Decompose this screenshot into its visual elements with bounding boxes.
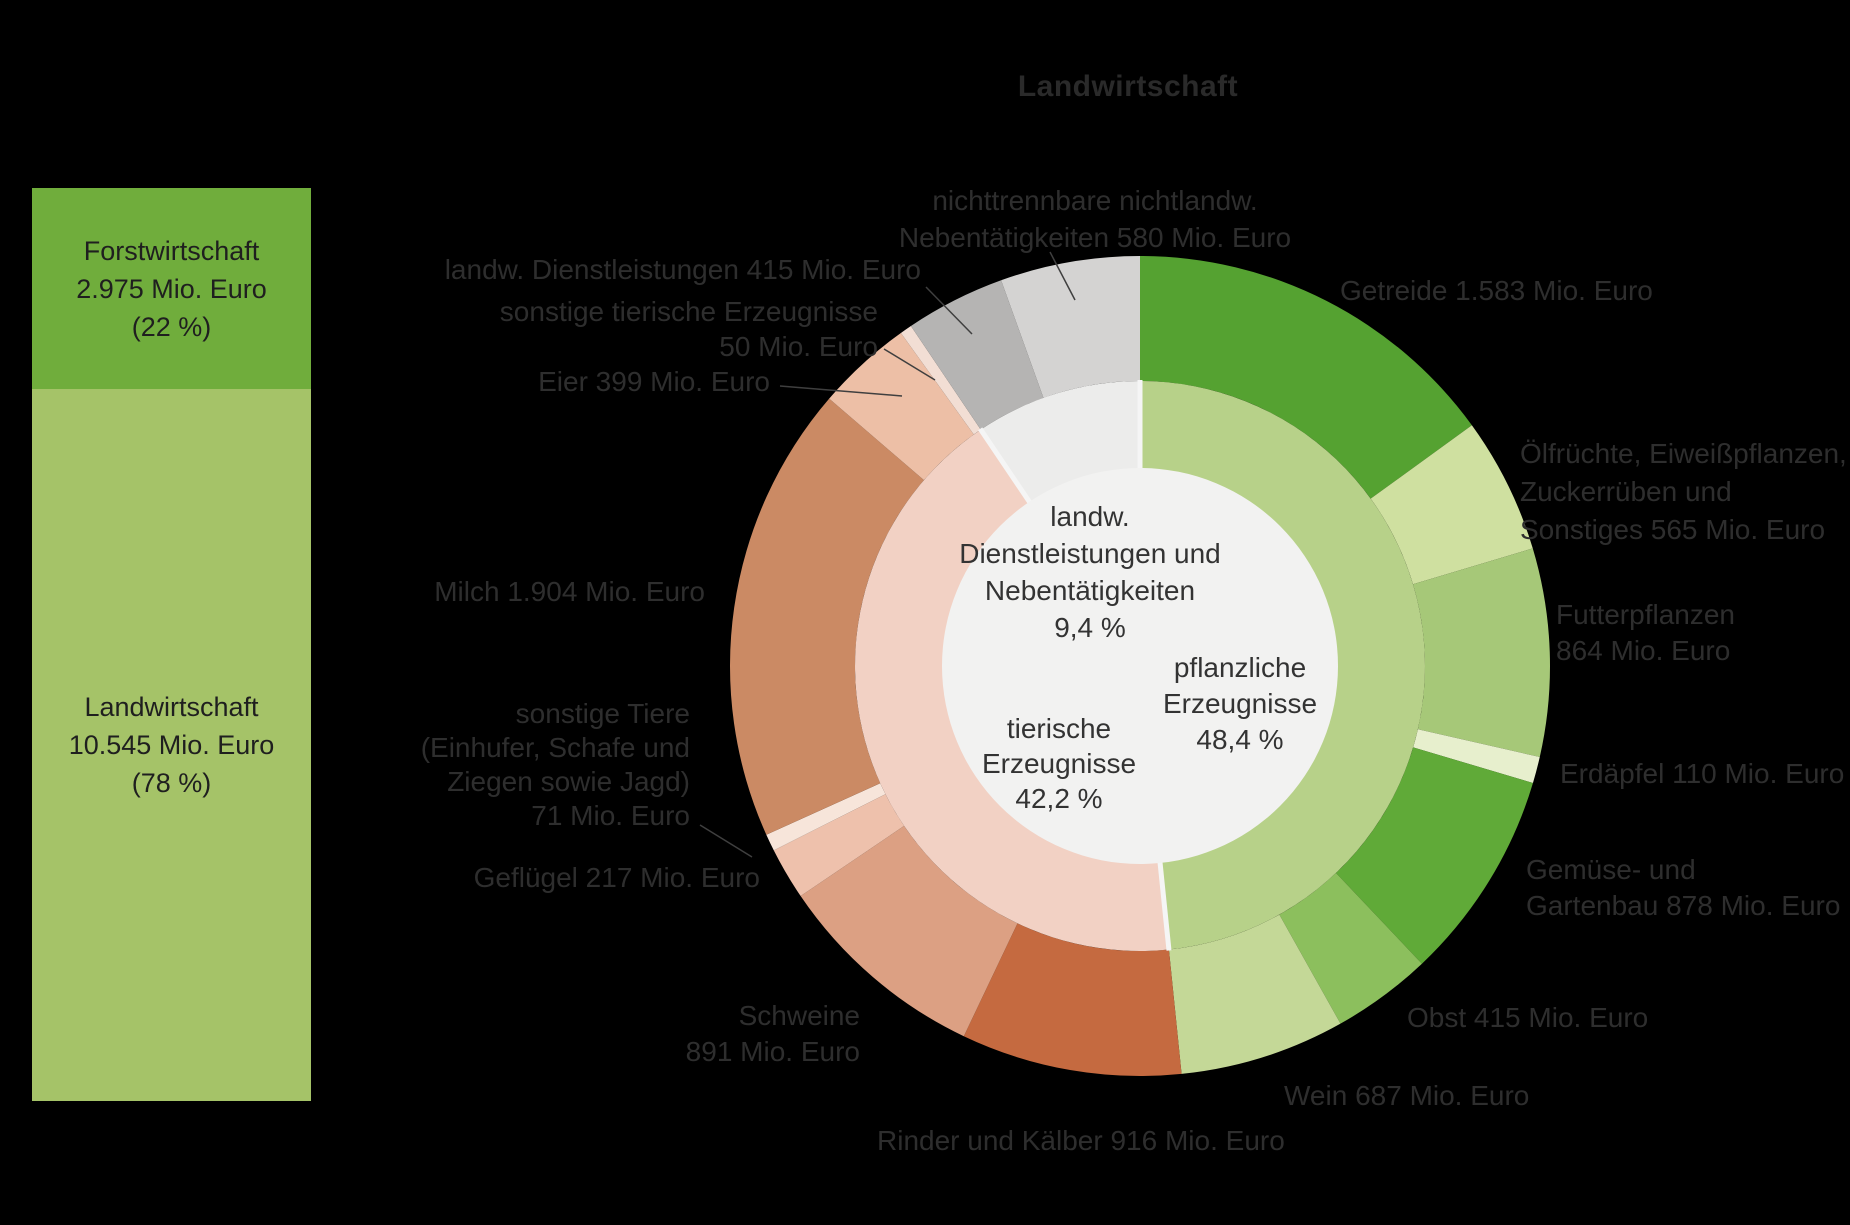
- leader-line: [779, 385, 903, 397]
- donut-slice-nichttrennbare-nichtlandw-nebentätigkeiten: [1001, 256, 1140, 398]
- slice-label-ölfrüchte-eiweißpflanzen-zuckerrüben-und-sonstiges: Ölfrüchte, Eiweißpflanzen, Zuckerrüben un…: [1520, 438, 1847, 545]
- slice-label-nichttrennbare-nichtlandw-nebentätigkeiten: nichttrennbare nichtlandw. Nebentätigkeit…: [898, 185, 1292, 253]
- group-separator: [978, 427, 1035, 509]
- donut-slice-erdäpfel: [1413, 729, 1540, 784]
- slice-label-gemüse-und-gartenbau: Gemüse- und Gartenbau 878 Mio. Euro: [1526, 854, 1841, 921]
- donut-slice-wein: [1168, 914, 1341, 1074]
- bar-segment-forstwirtschaft-label: Forstwirtschaft 2.975 Mio. Euro (22 %): [76, 232, 267, 346]
- chart-title: Landwirtschaft: [1017, 70, 1239, 103]
- stacked-bar: Forstwirtschaft 2.975 Mio. Euro (22 %) L…: [32, 188, 311, 1101]
- donut-slice-getreide: [1140, 256, 1472, 499]
- leader-line: [1049, 251, 1076, 301]
- donut-hole: [942, 468, 1338, 864]
- slice-label-landw-dienstleistungen: landw. Dienstleistungen 415 Mio. Euro: [444, 254, 921, 285]
- donut-slice-landw-dienstleistungen: [910, 280, 1044, 430]
- bar-label-line: (22 %): [131, 311, 212, 342]
- slice-label-futterpflanzen: Futterpflanzen 864 Mio. Euro: [1556, 599, 1735, 666]
- slice-label-schweine: Schweine 891 Mio. Euro: [685, 1000, 860, 1067]
- donut-slice-milch: [729, 398, 924, 835]
- slice-label-geflügel: Geflügel 217 Mio. Euro: [473, 862, 760, 893]
- slice-label-wein: Wein 687 Mio. Euro: [1284, 1080, 1530, 1111]
- center-label-1: pflanzliche Erzeugnisse 48,4 %: [1162, 652, 1318, 755]
- leader-line: [883, 348, 936, 381]
- slice-label-milch: Milch 1.904 Mio. Euro: [434, 576, 705, 607]
- donut-group-pflanzliche-erzeugnisse: [1140, 381, 1425, 950]
- bar-label-line: Forstwirtschaft: [83, 235, 260, 266]
- donut-slice-futterpflanzen: [1413, 548, 1551, 758]
- donut-slice-sonstige-tiere-einhufer-schafe-und-ziegen-sowie-jagd-: [766, 783, 886, 851]
- donut-group-tierische-erzeugnisse: [855, 429, 1169, 951]
- slice-label-obst: Obst 415 Mio. Euro: [1407, 1002, 1649, 1033]
- slice-label-erdäpfel: Erdäpfel 110 Mio. Euro: [1560, 758, 1845, 789]
- center-label-2: tierische Erzeugnisse 42,2 %: [981, 713, 1137, 814]
- donut-slice-obst: [1279, 872, 1422, 1024]
- bar-label-line: (78 %): [131, 768, 212, 798]
- slice-label-getreide: Getreide 1.583 Mio. Euro: [1340, 275, 1653, 306]
- center-label-0: landw. Dienstleistungen und Nebentätigkeit…: [959, 501, 1221, 643]
- donut-slice-gemüse-und-gartenbau: [1335, 747, 1533, 964]
- bar-label-line: Landwirtschaft: [84, 692, 259, 722]
- slice-label-eier: Eier 399 Mio. Euro: [538, 366, 770, 397]
- bar-label-line: 2.975 Mio. Euro: [76, 273, 267, 304]
- bar-segment-forstwirtschaft: Forstwirtschaft 2.975 Mio. Euro (22 %): [32, 188, 311, 389]
- donut-slice-eier: [829, 332, 974, 481]
- leader-line: [699, 824, 753, 858]
- donut-slice-rinder-und-kälber: [963, 923, 1182, 1077]
- group-separator: [1156, 856, 1172, 951]
- bar-segment-landwirtschaft-label: Landwirtschaft 10.545 Mio. Euro (78 %): [69, 688, 275, 802]
- bar-segment-landwirtschaft: Landwirtschaft 10.545 Mio. Euro (78 %): [32, 389, 311, 1101]
- donut-slice-ölfrüchte-eiweißpflanzen-zuckerrüben-und-sonstiges: [1370, 425, 1533, 585]
- slice-label-rinder-und-kälber: Rinder und Kälber 916 Mio. Euro: [877, 1125, 1285, 1156]
- donut-slice-schweine: [800, 825, 1018, 1037]
- donut-slice-geflügel: [773, 794, 905, 897]
- slice-label-sonstige-tierische-erzeugnisse: sonstige tierische Erzeugnisse 50 Mio. Eu…: [499, 296, 878, 362]
- slice-label-sonstige-tiere-einhufer-schafe-und-ziegen-sowie-jagd-: sonstige Tiere (Einhufer, Schafe und Ziege…: [420, 698, 690, 831]
- bar-label-line: 10.545 Mio. Euro: [68, 730, 275, 760]
- donut-slice-sonstige-tierische-erzeugnisse: [900, 325, 981, 435]
- leader-line: [925, 286, 973, 335]
